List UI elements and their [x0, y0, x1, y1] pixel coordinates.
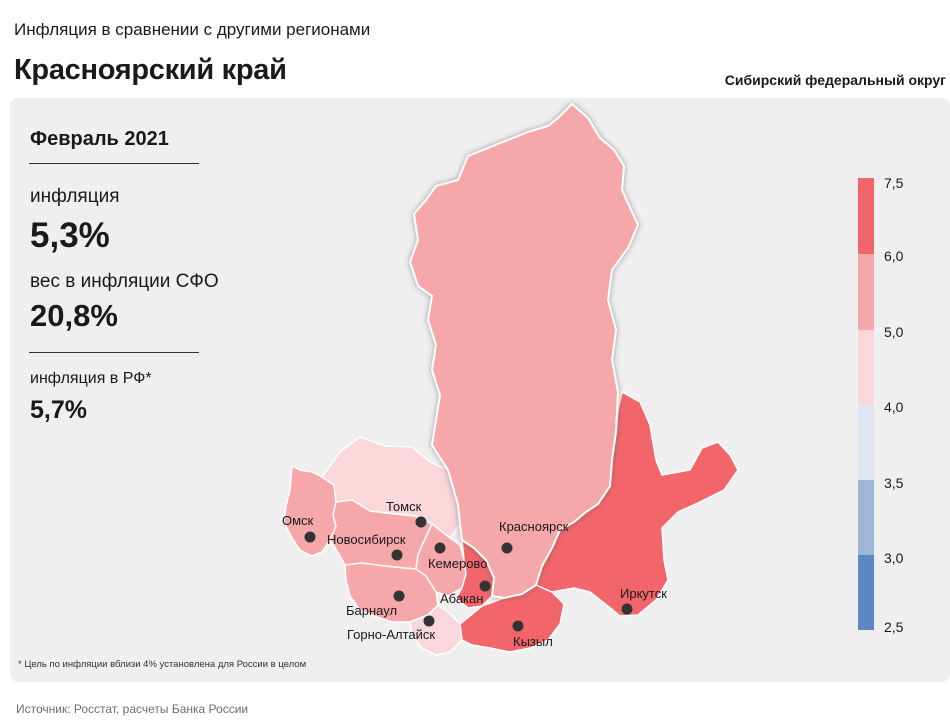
city-label-kemerovo: Кемерово	[428, 556, 487, 571]
city-marker-novosibirsk[interactable]	[391, 549, 403, 561]
weight-label: вес в инфляции СФО	[30, 271, 219, 292]
city-markers	[304, 516, 633, 632]
legend-tick: 2,5	[884, 619, 904, 635]
city-label-barnaul: Барнаул	[346, 603, 397, 618]
legend-tick: 3,5	[884, 475, 904, 491]
weight-value: 20,8%	[30, 298, 118, 333]
legend-tick: 6,0	[884, 248, 904, 264]
region-krasnoyarsk[interactable]	[408, 102, 640, 600]
region-kemerovo[interactable]	[415, 522, 467, 597]
city-marker-omsk[interactable]	[304, 531, 316, 543]
legend-tick: 4,0	[884, 399, 904, 415]
rf-inflation-label: инфляция в РФ*	[30, 370, 152, 387]
footnote: * Цель по инфляции вблизи 4% установлена…	[18, 659, 307, 670]
divider	[29, 163, 199, 164]
divider	[29, 352, 199, 353]
legend-band-4-5	[858, 330, 874, 405]
source-note: Источник: Росстат, расчеты Банка России	[16, 702, 249, 716]
city-label-krasnoyarsk: Красноярск	[499, 519, 569, 534]
city-marker-kemerovo[interactable]	[434, 542, 446, 554]
city-label-tomsk: Томск	[386, 499, 422, 514]
rf-inflation-value: 5,7%	[30, 396, 87, 424]
inflation-value: 5,3%	[30, 216, 110, 255]
legend-tick: 3,0	[884, 550, 904, 566]
legend-tick: 5,0	[884, 324, 904, 340]
legend-tick: 7,5	[884, 175, 904, 191]
city-marker-krasnoyarsk[interactable]	[501, 542, 513, 554]
city-label-abakan: Абакан	[440, 591, 483, 606]
city-label-kyzyl: Кызыл	[513, 634, 553, 649]
legend: 7,5 6,0 5,0 4,0 3,5 3,0 2,5	[858, 175, 904, 635]
legend-band-35-4	[858, 405, 874, 480]
city-marker-abakan[interactable]	[479, 580, 491, 592]
city-marker-kyzyl[interactable]	[512, 620, 524, 632]
legend-band-3-35	[858, 480, 874, 555]
inflation-label: инфляция	[30, 186, 120, 207]
city-label-novosibirsk: Новосибирск	[327, 532, 406, 547]
page-subtitle: Инфляция в сравнении с другими регионами	[14, 20, 371, 39]
city-label-irkutsk: Иркутск	[620, 586, 667, 601]
city-label-gorno-altaysk: Горно-Алтайск	[347, 627, 435, 642]
city-labels: Омск Томск Новосибирск Кемерово Краснояр…	[282, 499, 667, 649]
city-label-omsk: Омск	[282, 513, 314, 528]
city-marker-tomsk[interactable]	[415, 516, 427, 528]
period-label: Февраль 2021	[30, 128, 169, 150]
legend-band-5-6	[858, 254, 874, 330]
city-marker-irkutsk[interactable]	[621, 603, 633, 615]
legend-band-25-3	[858, 555, 874, 630]
city-marker-gorno-altaysk[interactable]	[423, 615, 435, 627]
district-label: Сибирский федеральный округ	[724, 72, 946, 88]
page-title: Красноярский край	[14, 54, 287, 86]
legend-band-6-75	[858, 178, 874, 254]
city-marker-barnaul[interactable]	[393, 590, 405, 602]
